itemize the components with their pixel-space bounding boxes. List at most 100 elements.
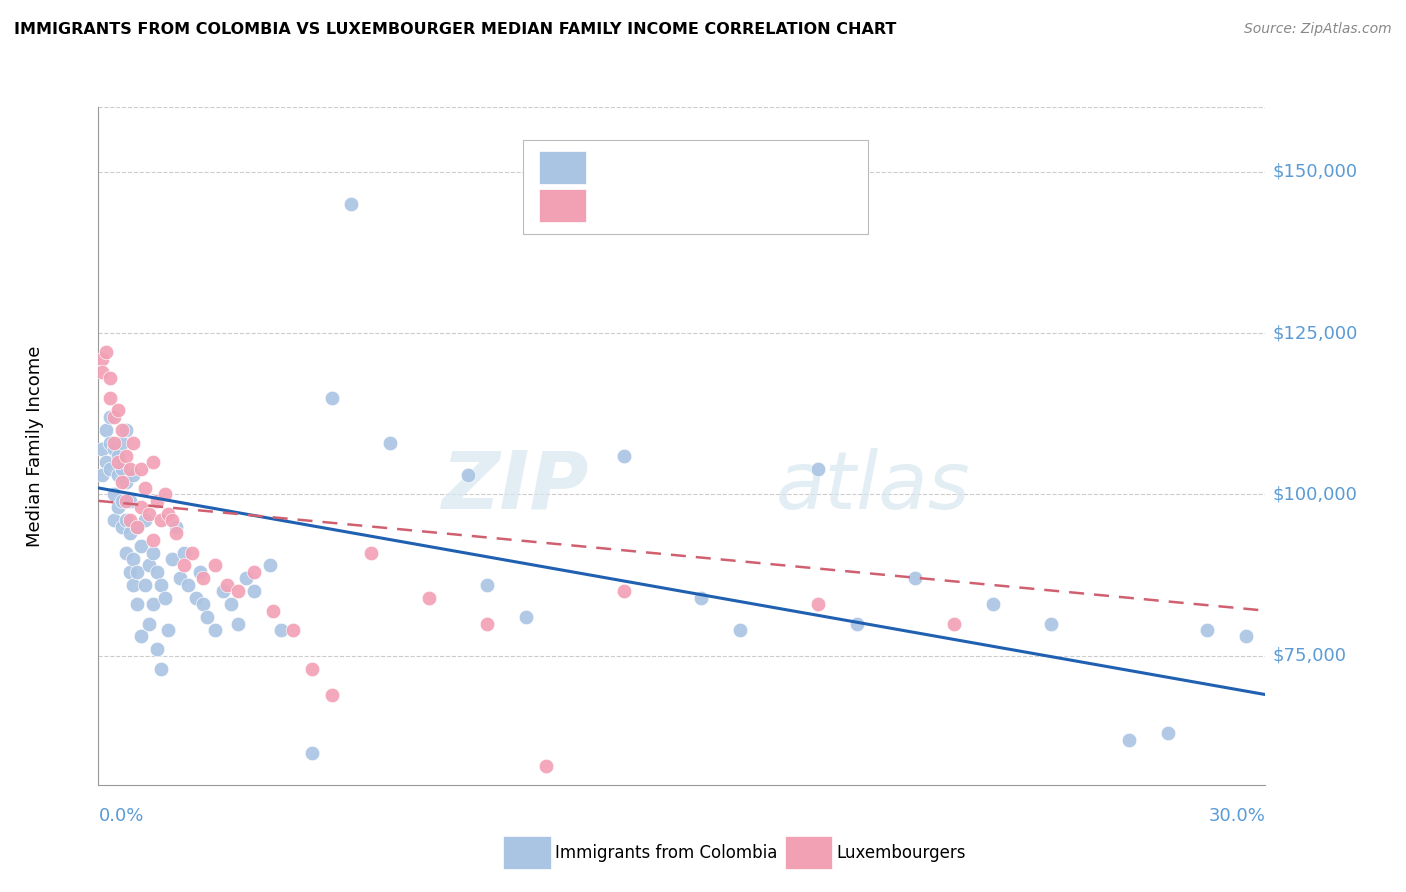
Point bbox=[228, 584, 250, 599]
Point bbox=[107, 468, 129, 483]
Text: atlas: atlas bbox=[775, 448, 970, 525]
Point bbox=[235, 571, 257, 585]
Point bbox=[1234, 630, 1257, 644]
Point bbox=[91, 351, 114, 366]
Point bbox=[111, 423, 134, 437]
Point bbox=[1157, 726, 1180, 740]
Text: Median Family Income: Median Family Income bbox=[27, 345, 44, 547]
Point bbox=[111, 461, 134, 475]
Point bbox=[281, 623, 304, 637]
Text: $150,000: $150,000 bbox=[1272, 162, 1358, 180]
Point bbox=[122, 552, 145, 566]
Point bbox=[270, 623, 292, 637]
Point bbox=[301, 662, 323, 676]
Point bbox=[138, 507, 160, 521]
Point bbox=[98, 461, 121, 475]
Text: Immigrants from Colombia: Immigrants from Colombia bbox=[555, 844, 778, 862]
Point bbox=[114, 545, 136, 559]
Point bbox=[127, 519, 149, 533]
Point bbox=[118, 513, 141, 527]
Point bbox=[122, 578, 145, 592]
Point bbox=[142, 545, 165, 559]
Point bbox=[96, 345, 118, 359]
Point bbox=[127, 519, 149, 533]
Text: N = 47: N = 47 bbox=[710, 197, 773, 215]
Point bbox=[114, 449, 136, 463]
Point bbox=[690, 591, 713, 605]
Point bbox=[165, 526, 187, 541]
Point bbox=[378, 435, 402, 450]
Text: ZIP: ZIP bbox=[441, 448, 589, 525]
Point bbox=[111, 494, 134, 508]
Point bbox=[114, 513, 136, 527]
Point bbox=[418, 591, 440, 605]
Point bbox=[134, 578, 156, 592]
Point bbox=[146, 494, 169, 508]
Point bbox=[193, 571, 215, 585]
Point bbox=[730, 623, 752, 637]
Text: R = -0.286: R = -0.286 bbox=[598, 197, 695, 215]
Point bbox=[904, 571, 927, 585]
Point bbox=[1195, 623, 1218, 637]
Point bbox=[262, 604, 284, 618]
Point bbox=[149, 578, 172, 592]
Point bbox=[103, 435, 125, 450]
Point bbox=[129, 500, 152, 515]
Point bbox=[153, 591, 176, 605]
Text: $75,000: $75,000 bbox=[1272, 647, 1347, 665]
Point bbox=[149, 513, 172, 527]
Point bbox=[162, 513, 184, 527]
Point bbox=[212, 584, 235, 599]
Point bbox=[103, 442, 125, 457]
Point bbox=[1040, 616, 1063, 631]
Point bbox=[96, 455, 118, 469]
Point bbox=[477, 616, 499, 631]
Point bbox=[114, 423, 136, 437]
Point bbox=[138, 558, 160, 573]
Point bbox=[612, 584, 634, 599]
Point bbox=[807, 597, 830, 611]
Point bbox=[360, 545, 382, 559]
Point bbox=[129, 461, 152, 475]
Point bbox=[1118, 732, 1140, 747]
Point bbox=[142, 597, 165, 611]
Point bbox=[129, 539, 152, 553]
Point bbox=[193, 597, 215, 611]
Point bbox=[134, 513, 156, 527]
Point bbox=[114, 475, 136, 489]
Point bbox=[204, 558, 226, 573]
Point bbox=[243, 584, 266, 599]
Point bbox=[177, 578, 200, 592]
Point bbox=[301, 746, 323, 760]
Point bbox=[111, 475, 134, 489]
Point bbox=[515, 610, 537, 624]
Point bbox=[149, 662, 172, 676]
Point bbox=[243, 565, 266, 579]
Text: 0.0%: 0.0% bbox=[98, 807, 143, 825]
Point bbox=[943, 616, 966, 631]
Point bbox=[91, 468, 114, 483]
Point bbox=[111, 435, 134, 450]
Point bbox=[98, 409, 121, 424]
Point bbox=[118, 461, 141, 475]
Point bbox=[103, 513, 125, 527]
Point bbox=[118, 494, 141, 508]
Point bbox=[146, 565, 169, 579]
Point bbox=[96, 423, 118, 437]
Point bbox=[195, 610, 218, 624]
Text: $100,000: $100,000 bbox=[1272, 485, 1357, 503]
Text: IMMIGRANTS FROM COLOMBIA VS LUXEMBOURGER MEDIAN FAMILY INCOME CORRELATION CHART: IMMIGRANTS FROM COLOMBIA VS LUXEMBOURGER… bbox=[14, 22, 897, 37]
Point bbox=[142, 455, 165, 469]
Point bbox=[146, 642, 169, 657]
Point bbox=[129, 630, 152, 644]
Point bbox=[138, 616, 160, 631]
Point bbox=[204, 623, 226, 637]
Point bbox=[215, 578, 238, 592]
Point bbox=[98, 371, 121, 385]
Point bbox=[321, 688, 343, 702]
Text: $125,000: $125,000 bbox=[1272, 324, 1358, 342]
Point bbox=[111, 519, 134, 533]
Point bbox=[340, 197, 363, 211]
Point bbox=[118, 565, 141, 579]
Text: Source: ZipAtlas.com: Source: ZipAtlas.com bbox=[1244, 22, 1392, 37]
